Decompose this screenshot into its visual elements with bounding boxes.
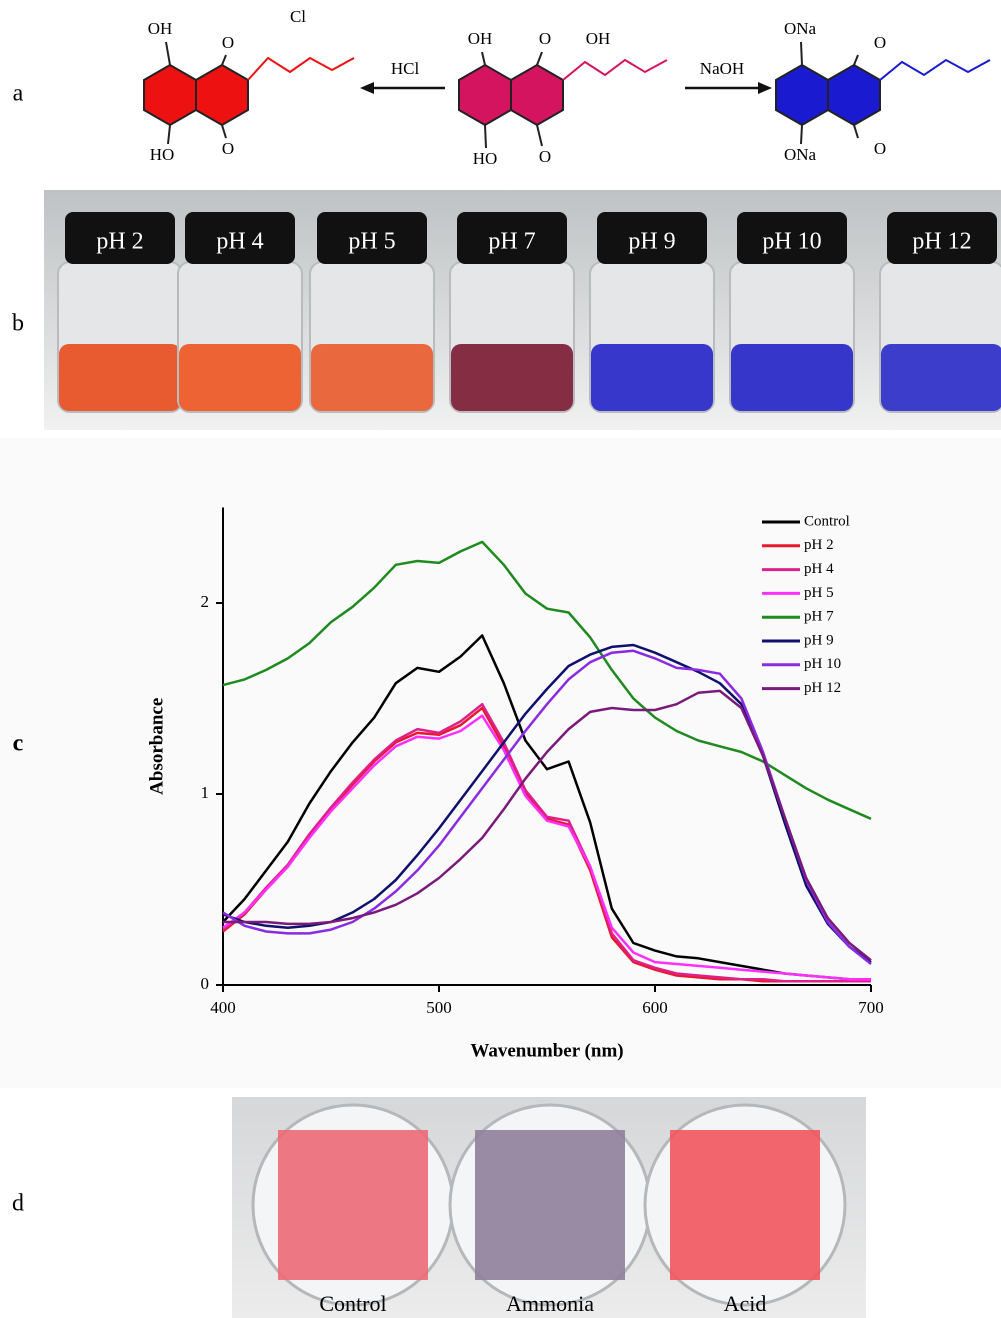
ring [828, 65, 880, 125]
vial-label: pH 9 [628, 229, 675, 255]
atom-label: ONa [784, 145, 817, 164]
bond [854, 125, 858, 138]
legend-label: pH 2 [804, 537, 834, 553]
side-chain [248, 58, 354, 80]
vial-label: pH 12 [912, 229, 971, 255]
panel-label: a [13, 81, 24, 107]
vial-liquid [731, 344, 853, 411]
atom-label: OH [468, 29, 493, 48]
legend-label: Control [804, 513, 850, 529]
bond [485, 125, 486, 148]
bond [801, 42, 802, 65]
film-label: Acid [724, 1291, 767, 1316]
vial-label: pH 7 [488, 229, 535, 255]
atom-label: ONa [784, 19, 817, 38]
vial-label: pH 5 [348, 229, 395, 255]
panel-label: d [12, 1191, 24, 1217]
axis-title: Wavenumber (nm) [470, 1040, 623, 1061]
vial-liquid [311, 344, 433, 411]
atom-label: O [222, 139, 234, 158]
atom-label: HO [473, 149, 498, 168]
legend-label: pH 12 [804, 680, 841, 696]
panel-label: c [13, 731, 24, 757]
arrow-head [758, 82, 772, 94]
legend-label: pH 4 [804, 561, 834, 577]
bond [537, 52, 542, 65]
ring [511, 65, 563, 125]
ring [196, 65, 248, 125]
y-tick-label: 0 [201, 974, 210, 993]
side-chain [563, 60, 667, 80]
y-tick-label: 1 [201, 783, 210, 802]
vial-label: pH 10 [762, 229, 821, 255]
vial-liquid [59, 344, 181, 411]
vial-liquid [591, 344, 713, 411]
legend-label: pH 7 [804, 609, 834, 625]
film-label: Ammonia [506, 1291, 594, 1316]
reagent: NaOH [700, 59, 744, 78]
film [670, 1130, 820, 1280]
arrow-head [360, 82, 374, 94]
atom-label: Cl [290, 7, 306, 26]
atom-label: HO [150, 145, 175, 164]
film [278, 1130, 428, 1280]
x-tick-label: 600 [642, 998, 668, 1017]
y-tick-label: 2 [201, 592, 210, 611]
film-label: Control [319, 1291, 386, 1316]
atom-label: O [874, 139, 886, 158]
vial-label: pH 4 [216, 229, 263, 255]
vial-liquid [179, 344, 301, 411]
bond [482, 52, 485, 65]
x-tick-label: 500 [426, 998, 452, 1017]
ring [459, 65, 511, 125]
bond [222, 125, 226, 138]
x-tick-label: 400 [210, 998, 236, 1017]
legend-label: pH 10 [804, 656, 841, 672]
atom-label: O [222, 33, 234, 52]
figure: a OH O Cl HO O OH O OH HO O ONa O ONa O HCl NaOH b pH 2 pH … [0, 0, 1001, 1318]
side-chain [880, 60, 990, 80]
atom-label: OH [586, 29, 611, 48]
reagent: HCl [391, 59, 420, 78]
legend-label: pH 5 [804, 585, 834, 601]
film [475, 1130, 625, 1280]
axis-title: Absorbance [146, 698, 167, 795]
bond [854, 55, 858, 65]
ring [776, 65, 828, 125]
bond [537, 125, 542, 146]
legend-label: pH 9 [804, 632, 834, 648]
ring [144, 65, 196, 125]
vial-liquid [881, 344, 1001, 411]
atom-label: O [539, 29, 551, 48]
x-tick-label: 700 [858, 998, 884, 1017]
bond [168, 125, 170, 144]
bond [222, 55, 226, 65]
atom-label: O [874, 33, 886, 52]
panel-label: b [12, 311, 24, 337]
vial-liquid [451, 344, 573, 411]
atom-label: OH [148, 19, 173, 38]
bond [801, 125, 802, 144]
bond [166, 42, 170, 65]
atom-label: O [539, 147, 551, 166]
vial-label: pH 2 [96, 229, 143, 255]
